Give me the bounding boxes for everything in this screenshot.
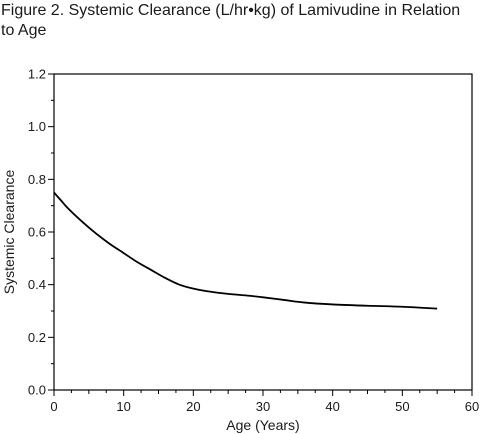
y-tick-label: 0.2 xyxy=(28,330,46,345)
y-axis-ticks: 0.0 0.2 0.4 0.6 0.8 1.0 1.2 xyxy=(28,67,54,398)
x-tick-label: 40 xyxy=(325,399,339,414)
figure-title: Figure 2. Systemic Clearance (L/hr•kg) o… xyxy=(1,2,461,39)
x-tick-label: 60 xyxy=(465,399,479,414)
y-tick-label: 0.6 xyxy=(28,225,46,240)
y-tick-label: 0.8 xyxy=(28,172,46,187)
x-axis-ticks: 0 10 20 30 40 50 60 xyxy=(50,390,479,414)
y-tick-label: 0.0 xyxy=(28,383,46,398)
series-layer xyxy=(53,191,438,310)
y-tick-label: 0.4 xyxy=(28,277,46,292)
x-tick-label: 20 xyxy=(186,399,200,414)
clearance-series-line xyxy=(53,191,438,310)
plot-frame xyxy=(53,73,473,391)
x-tick-label: 0 xyxy=(50,399,57,414)
plot-border xyxy=(53,73,473,391)
y-axis-label: Systemic Clearance xyxy=(1,170,17,295)
x-tick-label: 30 xyxy=(256,399,270,414)
y-tick-label: 1.0 xyxy=(28,119,46,134)
x-tick-label: 50 xyxy=(395,399,409,414)
x-tick-label: 10 xyxy=(116,399,130,414)
y-tick-label: 1.2 xyxy=(28,67,46,82)
x-axis-label: Age (Years) xyxy=(226,417,299,433)
